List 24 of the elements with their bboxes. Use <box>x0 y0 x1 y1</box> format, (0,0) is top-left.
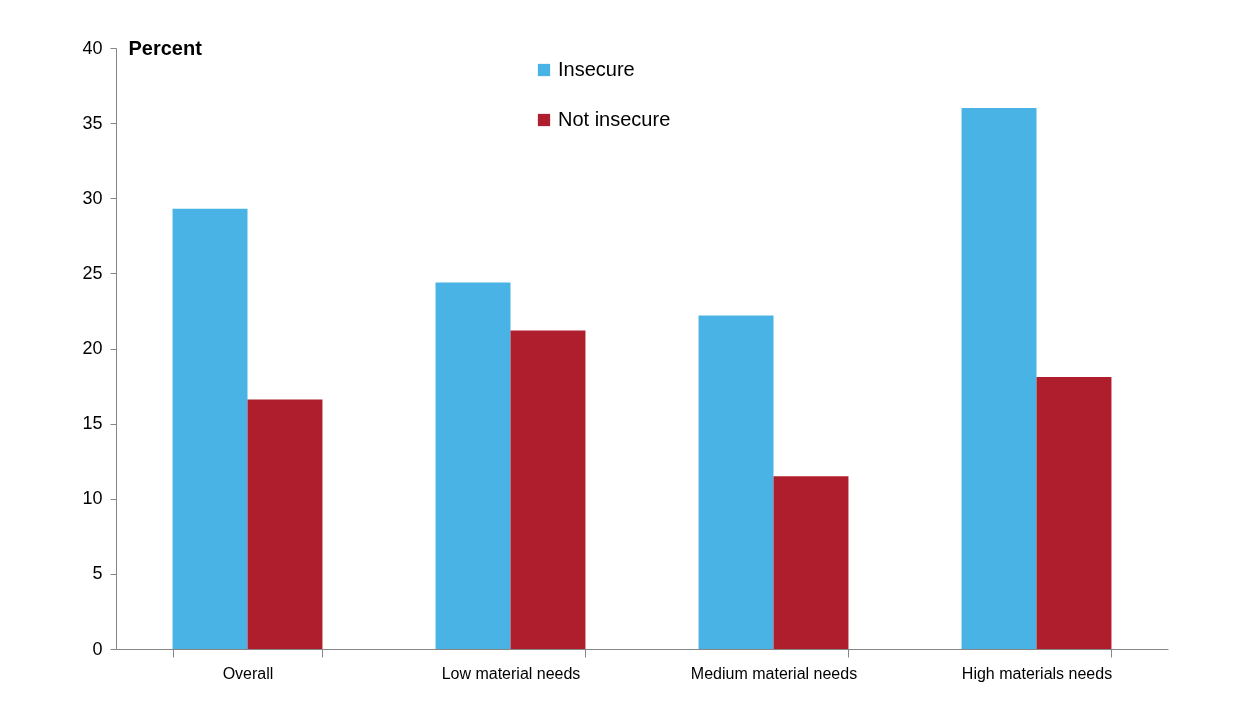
x-tick-label: Overall <box>222 664 274 682</box>
y-tick-label: 20 <box>82 338 103 358</box>
bar <box>961 108 1037 649</box>
y-tick-label: 35 <box>82 112 103 133</box>
y-tick-label: 40 <box>82 37 103 58</box>
y-axis-title: Percent <box>128 36 203 59</box>
legend-label: Not insecure <box>558 108 671 130</box>
y-tick-label: 0 <box>92 638 103 659</box>
bar <box>435 282 511 649</box>
bar <box>172 208 248 649</box>
x-tick-label: High materials needs <box>961 664 1113 682</box>
y-tick-label: 10 <box>82 488 103 509</box>
bar <box>698 315 774 649</box>
y-tick-label: 25 <box>82 262 103 283</box>
bar <box>510 330 586 649</box>
y-tick-label: 30 <box>82 187 103 208</box>
legend-label: Insecure <box>558 58 635 80</box>
bar <box>247 399 323 649</box>
bar <box>773 476 849 649</box>
x-tick-label: Medium material needs <box>690 664 858 682</box>
y-tick-label: 5 <box>92 563 103 584</box>
x-tick-label: Low material needs <box>441 664 581 682</box>
y-tick-label: 15 <box>82 413 103 434</box>
bar <box>1036 377 1112 649</box>
